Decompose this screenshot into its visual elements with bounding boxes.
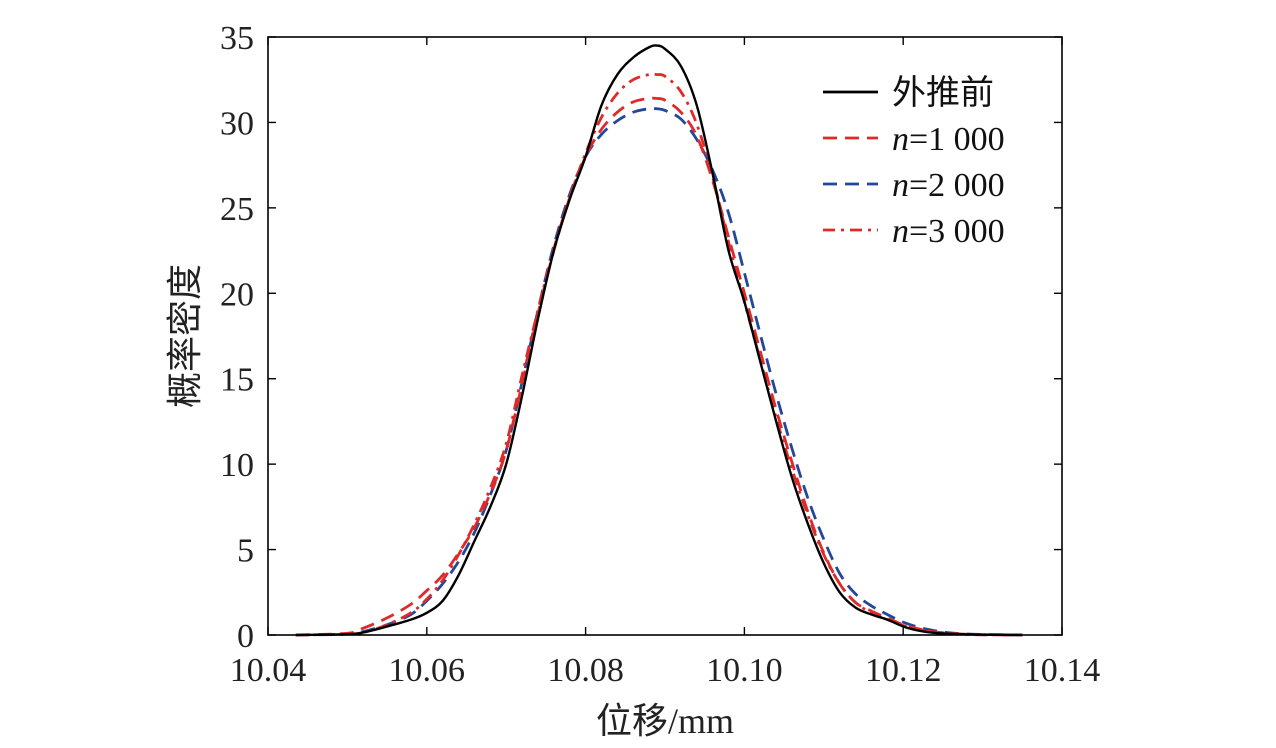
plot-frame	[267, 36, 1063, 636]
legend-label-text: =3 000	[909, 213, 1005, 250]
y-tick-label: 25	[220, 191, 254, 228]
y-tick-label: 30	[220, 105, 254, 142]
x-tick-label: 10.04	[230, 652, 307, 689]
x-tick-label: 10.10	[706, 652, 783, 689]
x-axis: 10.04 10.06 10.08 10.10 10.12 10.14	[230, 37, 1101, 689]
legend-label: n=2 000	[892, 167, 1005, 204]
legend-label-variable: n	[892, 167, 909, 204]
series-line-n-1000	[295, 96, 1023, 637]
y-tick-label: 20	[220, 276, 254, 313]
x-tick-label: 10.14	[1024, 652, 1101, 689]
legend-label: 外推前	[892, 74, 994, 112]
legend-label-text: 外推前	[892, 74, 994, 112]
y-tick-label: 10	[220, 447, 254, 484]
y-axis: 0 5 10 15 20 25 30 35	[220, 20, 1062, 655]
x-tick-label: 10.12	[865, 652, 942, 689]
x-tick-label: 10.08	[547, 652, 624, 689]
legend-label-variable: n	[892, 121, 909, 158]
legend-label: n=1 000	[892, 121, 1005, 158]
y-tick-label: 15	[220, 362, 254, 399]
x-axis-title: 位移/mm	[596, 701, 734, 741]
series-line-n-2000	[295, 107, 1023, 637]
legend-label-variable: n	[892, 213, 909, 250]
legend-label: n=3 000	[892, 213, 1005, 250]
legend-label-text: =1 000	[909, 121, 1005, 158]
y-tick-label: 5	[237, 533, 254, 570]
y-axis-title: 概率密度	[165, 264, 205, 408]
plot-area	[267, 36, 1063, 637]
y-tick-label: 0	[237, 618, 254, 655]
legend-label-text: =2 000	[909, 167, 1005, 204]
x-tick-label: 10.06	[389, 652, 466, 689]
series-line-before-extrapolation	[295, 44, 1023, 637]
y-tick-label: 35	[220, 20, 254, 57]
